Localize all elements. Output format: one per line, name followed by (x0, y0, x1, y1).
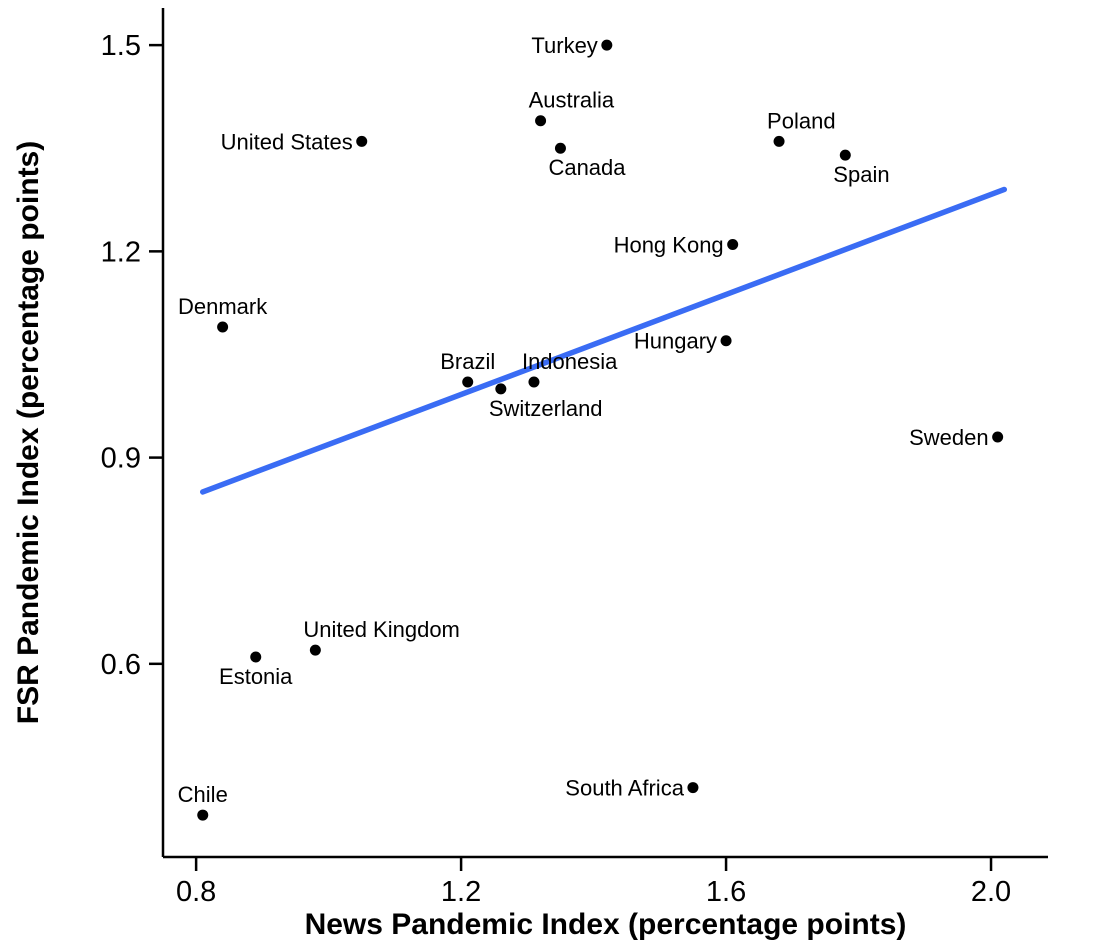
data-point (528, 376, 540, 388)
data-point-label: Sweden (909, 425, 989, 450)
data-point-label: Canada (548, 155, 626, 180)
data-point (217, 321, 229, 333)
data-point (554, 142, 566, 154)
x-tick-label: 1.2 (441, 876, 481, 908)
data-point (250, 651, 262, 663)
trend-line (199, 186, 1008, 495)
data-point-label: Turkey (531, 33, 597, 58)
data-point (687, 782, 699, 794)
data-point (992, 431, 1004, 443)
data-point-label: United States (221, 129, 353, 154)
x-tick-label: 0.8 (176, 876, 216, 908)
data-point (773, 135, 785, 147)
data-point (462, 376, 474, 388)
data-point (309, 644, 321, 656)
data-point-label: Indonesia (522, 349, 618, 374)
data-point (727, 238, 739, 250)
data-point (535, 115, 547, 127)
x-axis-title: News Pandemic Index (percentage points) (305, 908, 907, 941)
data-point (495, 383, 507, 395)
data-point-label: Hungary (634, 329, 717, 354)
data-point-label: Denmark (178, 294, 268, 319)
y-tick-label: 0.6 (101, 649, 141, 681)
data-point-label: Brazil (440, 349, 495, 374)
x-tick-label: 1.6 (706, 876, 746, 908)
data-point-label: Chile (178, 782, 228, 807)
data-point (356, 135, 368, 147)
data-point-label: Estonia (219, 664, 293, 689)
y-tick-label: 1.2 (101, 236, 141, 268)
data-point-label: Switzerland (489, 396, 603, 421)
data-point-label: Poland (767, 108, 836, 133)
data-point-label: Australia (529, 88, 615, 113)
data-point-label: United Kingdom (303, 617, 460, 642)
y-axis-title: FSR Pandemic Index (percentage points) (12, 141, 45, 724)
x-tick-label: 2.0 (971, 876, 1011, 908)
y-tick-label: 0.9 (101, 443, 141, 475)
data-point-label: Hong Kong (614, 232, 724, 257)
data-point (601, 39, 613, 51)
y-tick-label: 1.5 (101, 30, 141, 62)
data-point-label: South Africa (565, 776, 684, 801)
data-point (197, 809, 209, 821)
data-point (720, 335, 732, 347)
data-point-label: Spain (833, 162, 889, 187)
data-point (839, 149, 851, 161)
